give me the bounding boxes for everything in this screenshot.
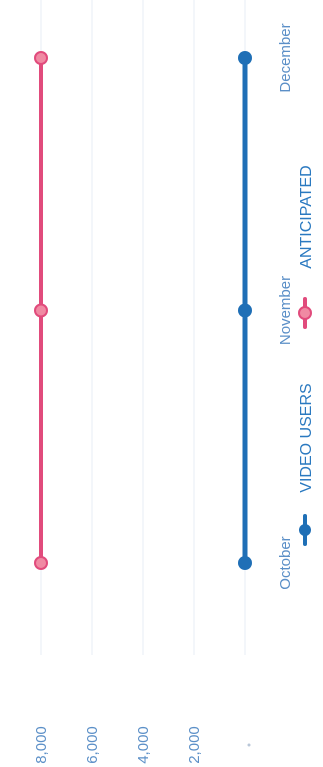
- legend-swatch-dot: [298, 306, 312, 320]
- x-tick-label: November: [277, 276, 294, 345]
- y-tick-label: 8,000: [33, 726, 50, 764]
- legend: VIDEO USERS ANTICIPATED: [298, 165, 315, 546]
- y-tick-label: 2,000: [186, 726, 203, 764]
- y-tick-zero-marker: [247, 743, 251, 747]
- legend-swatch-dot: [299, 524, 311, 536]
- series-point: [34, 51, 48, 65]
- y-tick-label: 6,000: [84, 726, 101, 764]
- series-point: [238, 303, 252, 318]
- y-tick-label: 4,000: [135, 726, 152, 764]
- series-point: [34, 303, 48, 318]
- grid-lines: [40, 0, 246, 655]
- series-layer: [34, 51, 252, 570]
- series-point: [238, 556, 252, 570]
- legend-label: VIDEO USERS: [298, 383, 315, 492]
- x-tick-label: October: [277, 536, 294, 589]
- series-point: [238, 51, 252, 65]
- x-tick-label: December: [277, 23, 294, 92]
- x-axis-ticks: October November December: [277, 23, 294, 589]
- legend-label: ANTICIPATED: [298, 165, 315, 268]
- series-point: [34, 556, 48, 570]
- y-axis-ticks: 2,000 4,000 6,000 8,000: [33, 726, 251, 764]
